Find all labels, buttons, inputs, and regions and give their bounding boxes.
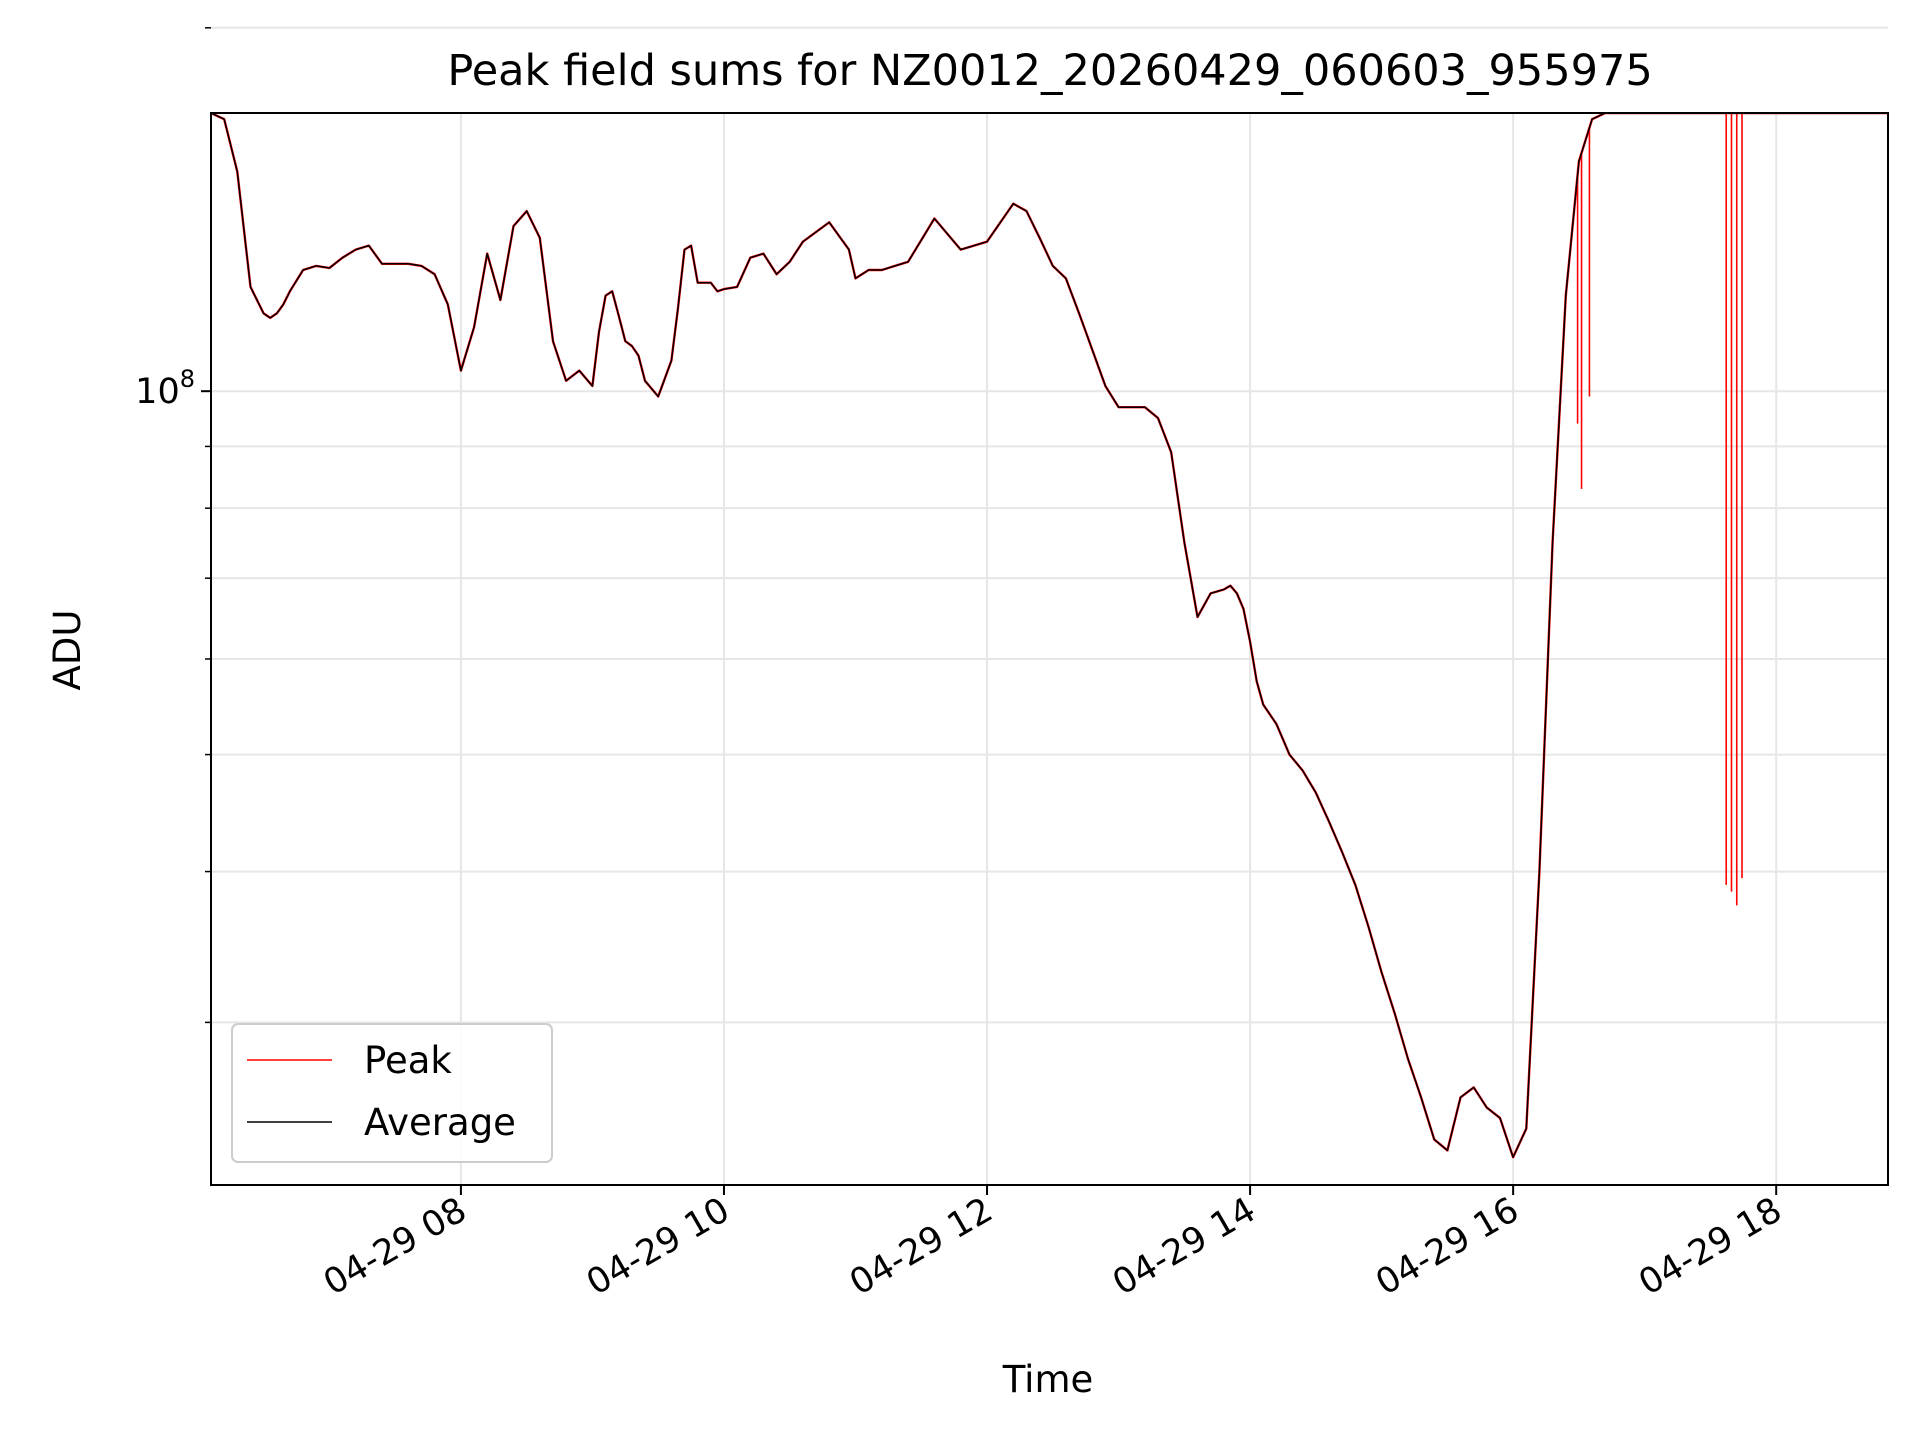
series-line-average bbox=[211, 113, 1888, 1158]
legend-box bbox=[231, 1023, 553, 1163]
x-axis-label: Time bbox=[1002, 1358, 1094, 1401]
grid bbox=[211, 26, 1888, 1185]
y-axis-label: ADU bbox=[46, 610, 89, 691]
legend-label-average: Average bbox=[364, 1101, 516, 1144]
chart-title: Peak field sums for NZ0012_20260429_0606… bbox=[447, 46, 1652, 96]
legend: Peak Average bbox=[231, 1023, 553, 1163]
legend-label-peak: Peak bbox=[364, 1039, 452, 1082]
series-layer bbox=[211, 113, 1888, 1159]
series-group bbox=[211, 113, 1888, 1159]
plot-frame bbox=[210, 112, 1889, 1186]
y-tick-label: 108 bbox=[135, 365, 195, 412]
